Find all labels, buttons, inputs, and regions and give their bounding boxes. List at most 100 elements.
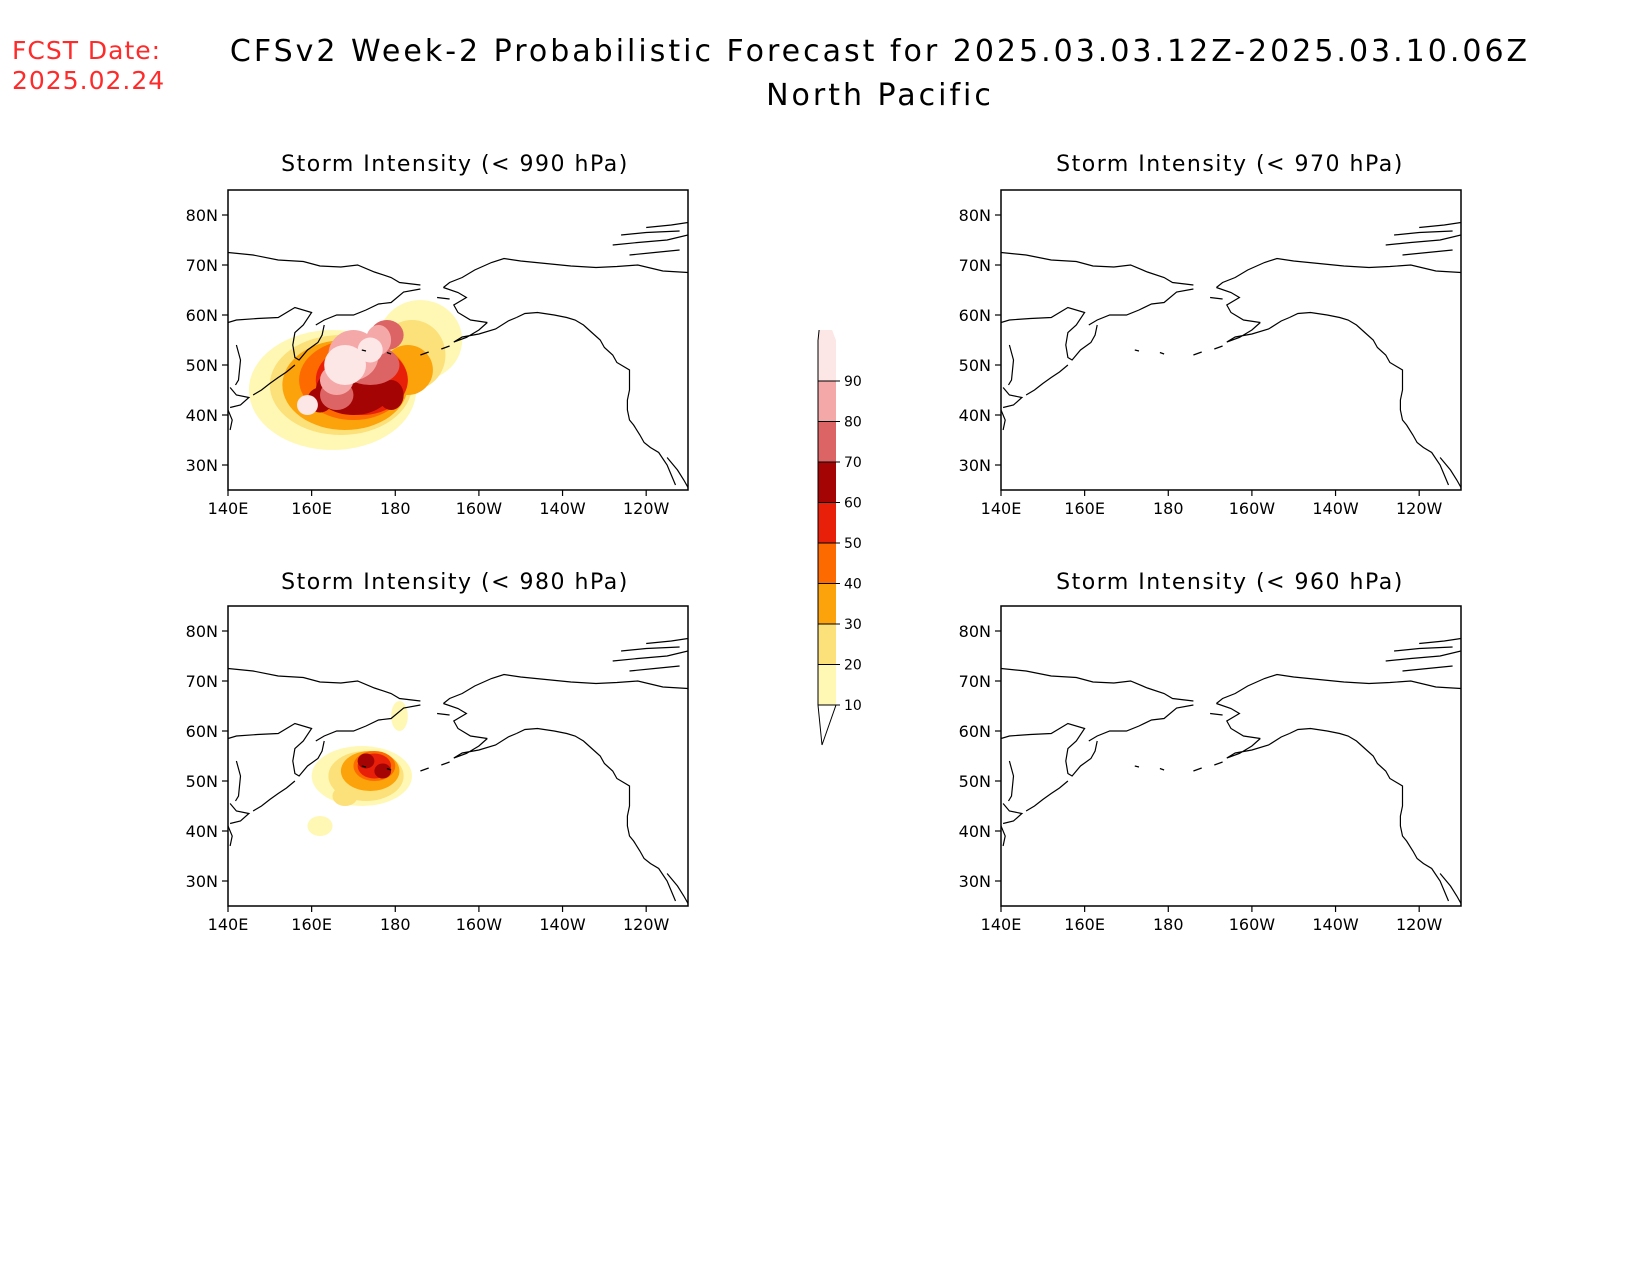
coastline [1385, 234, 1461, 246]
coastline [386, 351, 392, 355]
coastline [1210, 712, 1223, 716]
coastline [612, 650, 688, 662]
coastline [252, 364, 296, 396]
coastline [612, 234, 688, 246]
lon-tick-label: 140E [981, 915, 1022, 934]
coastline [453, 316, 517, 343]
coastline [1159, 767, 1165, 771]
coastline [1001, 722, 1098, 777]
coastline [229, 803, 251, 825]
lon-tick-label: 120W [1396, 499, 1443, 518]
colorbar-label: 80 [844, 415, 862, 431]
map-frame [227, 605, 689, 907]
map-svg: 80N 70N 60N 50N 40N 30N 140E 160E 180 160W 140W 120… [959, 189, 1462, 518]
coastline [1385, 650, 1461, 662]
coastline [1001, 667, 1194, 702]
coastline [228, 667, 421, 702]
lat-tick-label: 80N [959, 206, 991, 225]
coastline [1002, 803, 1024, 825]
title-line-2: North Pacific [766, 78, 994, 113]
lat-tick-label: 40N [186, 822, 218, 841]
coastline [1025, 780, 1069, 812]
colorbar-segment [818, 664, 836, 705]
lon-tick-label: 160W [456, 915, 503, 934]
coastline [420, 351, 429, 356]
coastline [315, 704, 421, 742]
coastline [1419, 637, 1461, 645]
lat-tick-label: 50N [186, 772, 218, 791]
lat-tick-label: 60N [959, 306, 991, 325]
coastline [1216, 257, 1461, 288]
coastline [437, 296, 450, 300]
coastline [1210, 296, 1223, 300]
coastline [234, 760, 242, 802]
coastline [228, 825, 233, 847]
coastline [1134, 765, 1140, 768]
lat-tick-label: 80N [186, 622, 218, 641]
probability-contour [307, 816, 333, 836]
lon-tick-label: 160W [1229, 915, 1276, 934]
map-panel-970: 80N 70N 60N 50N 40N 30N 140E 160E 180 160W 140W 120… [933, 180, 1471, 525]
colorbar-label: 40 [844, 577, 862, 593]
coastline [228, 722, 325, 777]
coastline [437, 712, 450, 716]
lon-tick-label: 140E [981, 499, 1022, 518]
coastline [441, 345, 450, 350]
fcst-date-block: FCST Date: 2025.02.24 [12, 36, 165, 96]
probability-contour [357, 337, 383, 363]
colorbar-label: 50 [844, 536, 862, 552]
coastline [666, 457, 688, 488]
coastline [315, 288, 421, 326]
coastline [1419, 221, 1461, 229]
colorbar-label: 30 [844, 617, 862, 633]
coastline [228, 409, 233, 431]
map-panel-990: 80N 70N 60N 50N 40N 30N 140E 160E 180 160W 140W 120… [160, 180, 698, 525]
fcst-date-value: 2025.02.24 [12, 66, 166, 95]
coastline [361, 765, 367, 768]
lat-tick-label: 40N [959, 406, 991, 425]
coastline [646, 637, 688, 645]
colorbar-label: 10 [844, 698, 862, 714]
probability-contour [332, 786, 358, 806]
colorbar-label: 90 [844, 374, 862, 390]
lon-tick-label: 180 [1153, 499, 1184, 518]
probability-contour [297, 395, 318, 415]
lat-tick-label: 80N [186, 206, 218, 225]
coastline [443, 673, 688, 704]
coastline [386, 767, 392, 771]
map-svg: 80N 70N 60N 50N 40N 30N 140E 160E 180 160W 140W 120… [959, 605, 1462, 934]
coastline [1439, 457, 1461, 488]
coastline [1439, 873, 1461, 904]
lon-tick-label: 160W [1229, 499, 1276, 518]
lat-tick-label: 30N [959, 872, 991, 891]
map-panel-960: 80N 70N 60N 50N 40N 30N 140E 160E 180 160W 140W 120… [933, 596, 1471, 941]
coastline [228, 251, 421, 286]
probability-contour [374, 763, 392, 779]
lat-tick-label: 50N [959, 356, 991, 375]
probability-contour [378, 380, 404, 410]
lon-tick-label: 140W [539, 915, 586, 934]
coastline [516, 311, 677, 486]
coastline [1001, 251, 1194, 286]
coastline [1226, 316, 1290, 343]
lat-tick-label: 60N [959, 722, 991, 741]
coastline [1193, 767, 1202, 772]
figure-title: CFSv2 Week-2 Probabilistic Forecast for … [180, 30, 1580, 118]
lon-tick-label: 140E [208, 499, 249, 518]
panel-title-970: Storm Intensity (< 970 hPa) [1056, 152, 1404, 177]
panel-title-990: Storm Intensity (< 990 hPa) [281, 152, 629, 177]
coastline [629, 249, 680, 256]
coastline [1007, 760, 1015, 802]
panel-title-960: Storm Intensity (< 960 hPa) [1056, 570, 1404, 595]
colorbar-segment [818, 381, 836, 422]
coastline [443, 257, 688, 288]
lon-tick-label: 180 [380, 915, 411, 934]
colorbar-segment [818, 624, 836, 665]
colorbar-label: 70 [844, 455, 862, 471]
coastline [621, 230, 680, 236]
coastline [1394, 230, 1453, 236]
coastline [1001, 825, 1006, 847]
colorbar-segment [818, 502, 836, 543]
coastline [361, 349, 367, 352]
coastline [621, 646, 680, 652]
